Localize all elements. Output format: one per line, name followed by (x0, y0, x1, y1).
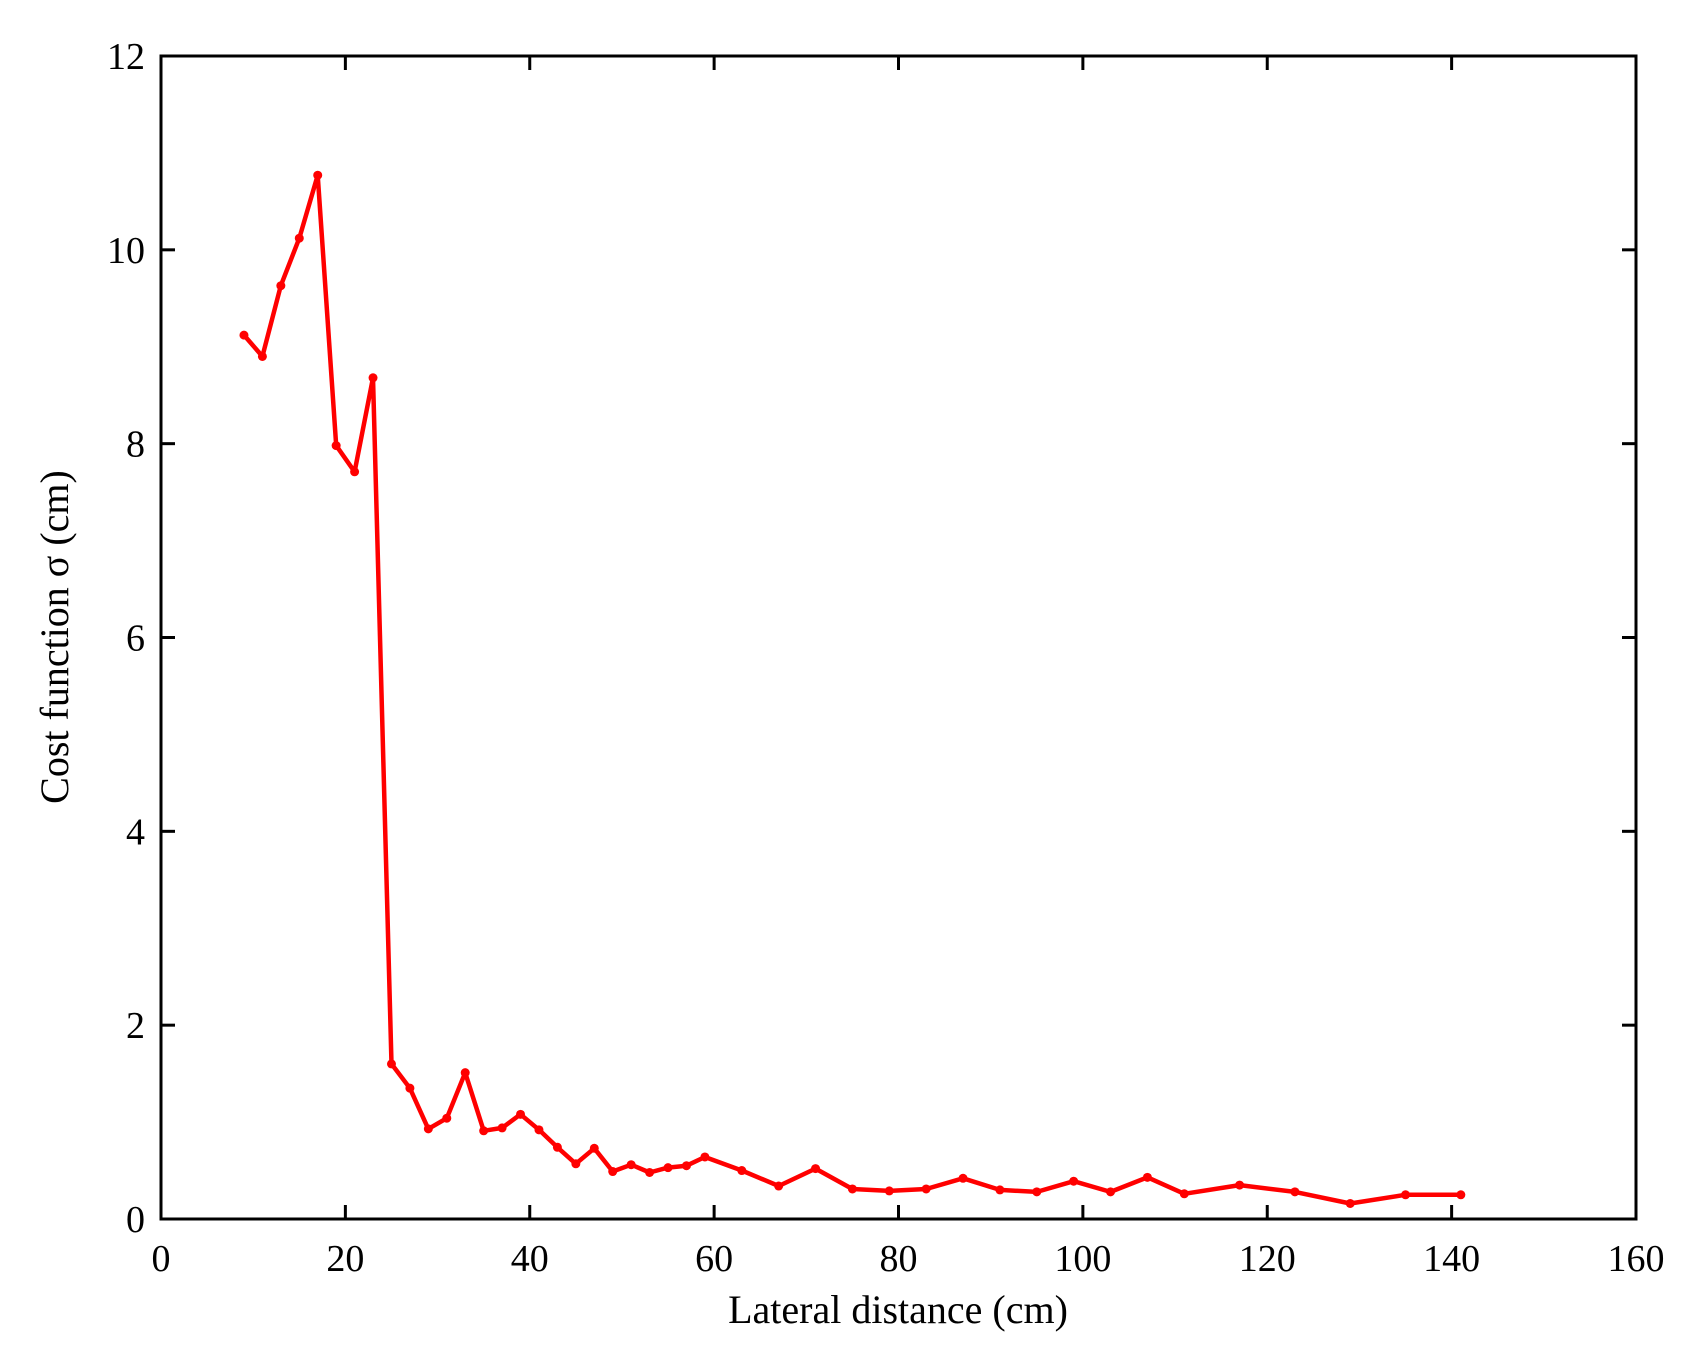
x-tick-label: 20 (326, 1238, 364, 1280)
data-point (681, 1161, 691, 1171)
x-tick-label: 40 (511, 1238, 549, 1280)
data-point (442, 1113, 452, 1123)
data-point (405, 1083, 415, 1093)
data-point (1142, 1172, 1152, 1182)
x-tick-label: 80 (880, 1238, 918, 1280)
y-tick-label: 8 (126, 424, 145, 466)
y-tick-label: 0 (126, 1199, 145, 1241)
data-point (294, 233, 304, 243)
data-point (571, 1159, 581, 1169)
data-point (700, 1152, 710, 1162)
data-point (1456, 1190, 1466, 1200)
data-point (958, 1173, 968, 1183)
y-axis-ticks: 0 2 4 6 8 10 12 (107, 36, 1636, 1241)
data-point (608, 1167, 618, 1177)
data-point (995, 1185, 1005, 1195)
x-axis-ticks: 0 20 40 60 80 100 120 140 160 (152, 56, 1665, 1280)
x-tick-label: 100 (1054, 1238, 1111, 1280)
data-point (1401, 1190, 1411, 1200)
data-point (884, 1186, 894, 1196)
data-point (1235, 1180, 1245, 1190)
data-point (276, 281, 286, 291)
x-axis-label: Lateral distance (cm) (728, 1287, 1068, 1332)
data-point (350, 467, 360, 477)
data-point (552, 1142, 562, 1152)
data-point (1069, 1176, 1079, 1186)
y-tick-label: 10 (107, 230, 145, 272)
data-point (313, 170, 323, 180)
data-point (663, 1163, 673, 1173)
data-point (589, 1143, 599, 1153)
plot-frame (159, 54, 1638, 1221)
data-point (460, 1068, 470, 1078)
data-point (479, 1126, 489, 1136)
x-tick-label: 0 (152, 1238, 171, 1280)
series-layer (239, 170, 1466, 1208)
y-tick-label: 12 (107, 36, 145, 78)
x-tick-label: 140 (1423, 1238, 1480, 1280)
y-tick-label: 4 (126, 811, 145, 853)
data-point (368, 373, 378, 383)
data-point (1032, 1187, 1042, 1197)
data-point (1106, 1187, 1116, 1197)
data-point (516, 1109, 526, 1119)
data-point (921, 1184, 931, 1194)
data-point (847, 1184, 857, 1194)
data-point (423, 1124, 433, 1134)
data-point (534, 1125, 544, 1135)
data-point (239, 330, 249, 340)
data-point (1179, 1189, 1189, 1199)
series-line (242, 172, 1461, 1206)
data-point (331, 441, 341, 451)
y-tick-label: 6 (126, 618, 145, 660)
x-tick-label: 60 (695, 1238, 733, 1280)
data-point (497, 1123, 507, 1133)
data-point (1345, 1198, 1355, 1208)
data-point (1290, 1187, 1300, 1197)
data-point (386, 1059, 396, 1069)
data-point (811, 1164, 821, 1174)
data-point (257, 351, 267, 361)
data-point (645, 1167, 655, 1177)
data-point (774, 1181, 784, 1191)
data-point (737, 1166, 747, 1176)
x-tick-label: 120 (1239, 1238, 1296, 1280)
y-axis-label: Cost function σ (cm) (32, 470, 77, 804)
y-tick-label: 2 (126, 1005, 145, 1047)
data-point (626, 1160, 636, 1170)
x-tick-label: 160 (1608, 1238, 1665, 1280)
